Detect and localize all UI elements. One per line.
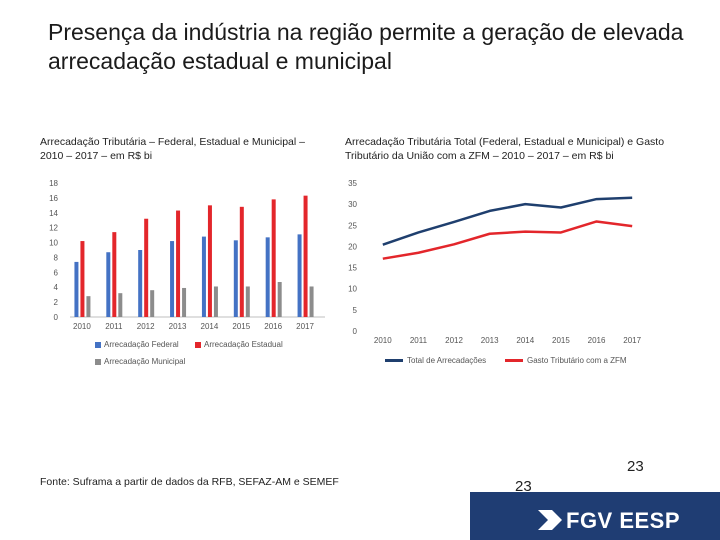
bar-chart-legend: Arrecadação Federal Arrecadação Estadual… — [95, 340, 335, 370]
line-chart: 0 5 10 15 20 25 30 35 2010 2011 2012 2013 2014 2015 20… — [348, 179, 642, 345]
x-tick-label: 2014 — [516, 336, 534, 345]
y-tick-label: 35 — [348, 179, 357, 188]
legend-municipal-swatch — [95, 358, 101, 365]
y-tick-label: 10 — [49, 239, 58, 248]
y-tick-label: 18 — [49, 179, 58, 188]
bar-municipal — [245, 286, 250, 317]
x-tick-label: 2011 — [410, 336, 428, 345]
legend-gasto-swatch — [505, 359, 523, 363]
bar-federal — [74, 261, 79, 317]
line-chart-legend: Total de Arrecadações Gasto Tributário c… — [385, 356, 665, 370]
y-tick-label: 30 — [348, 200, 357, 209]
left-chart-caption: Arrecadação Tributária – Federal, Estadu… — [40, 136, 305, 162]
bar-estadual — [176, 210, 181, 317]
line-gasto-tributario — [382, 220, 633, 260]
x-tick-label: 2013 — [169, 322, 187, 331]
bar-municipal — [118, 293, 123, 317]
bar-municipal — [309, 286, 314, 317]
x-tick-label: 2010 — [73, 322, 91, 331]
slide-title: Presença da indústria na região permite … — [48, 19, 684, 74]
y-tick-label: 8 — [54, 253, 59, 262]
bar-estadual — [207, 205, 212, 317]
y-tick-label: 4 — [54, 283, 59, 292]
bar-municipal — [277, 282, 282, 317]
legend-municipal-label: Arrecadação Municipal — [104, 357, 186, 366]
bar-estadual — [303, 195, 308, 317]
legend-municipal: Arrecadação Municipal — [95, 357, 185, 366]
bar-federal — [138, 250, 143, 317]
legend-total: Total de Arrecadações — [385, 356, 486, 365]
x-tick-label: 2017 — [296, 322, 314, 331]
x-tick-label: 2011 — [105, 322, 123, 331]
y-tick-label: 5 — [353, 306, 358, 315]
x-tick-label: 2016 — [264, 322, 282, 331]
y-tick-label: 12 — [49, 224, 58, 233]
bar-municipal — [182, 287, 187, 317]
x-tick-label: 2012 — [445, 336, 463, 345]
legend-federal-swatch — [95, 341, 101, 348]
y-tick-label: 25 — [348, 221, 357, 230]
bar-federal — [233, 240, 238, 317]
y-tick-label: 2 — [54, 298, 59, 307]
footer-band — [470, 492, 720, 540]
fgv-eesp-logo-text: FGV EESP — [566, 508, 681, 533]
legend-estadual-swatch — [195, 341, 201, 348]
x-tick-label: 2014 — [201, 322, 219, 331]
legend-estadual: Arrecadação Estadual — [195, 340, 283, 349]
bar-estadual — [144, 218, 149, 317]
y-tick-label: 6 — [54, 268, 59, 277]
y-tick-label: 14 — [49, 209, 58, 218]
x-tick-label: 2010 — [374, 336, 392, 345]
legend-total-label: Total de Arrecadações — [407, 356, 487, 365]
x-tick-label: 2017 — [623, 336, 641, 345]
bar-chart: 0 2 4 6 8 10 12 14 16 18 2010 2011 2012 2013 2014 2015 2… — [49, 179, 325, 331]
bar-federal — [265, 237, 270, 317]
x-tick-label: 2012 — [137, 322, 155, 331]
bar-estadual — [239, 206, 244, 317]
right-chart-caption: Arrecadação Tributária Total (Federal, E… — [345, 136, 665, 162]
y-tick-label: 10 — [348, 285, 357, 294]
line-total-arrecadacoes — [382, 196, 633, 246]
bar-municipal — [213, 286, 218, 317]
x-tick-label: 2015 — [232, 322, 250, 331]
fgv-logo-icon — [538, 510, 562, 530]
y-tick-label: 0 — [54, 313, 59, 322]
bar-municipal — [150, 290, 155, 317]
x-tick-label: 2015 — [552, 336, 570, 345]
x-tick-label: 2016 — [588, 336, 606, 345]
legend-gasto-label: Gasto Tributário com a ZFM — [527, 356, 627, 365]
y-tick-label: 15 — [348, 264, 357, 273]
bar-federal — [170, 241, 175, 317]
y-tick-label: 0 — [353, 327, 358, 336]
bar-estadual — [271, 199, 276, 317]
bar-municipal — [86, 296, 91, 317]
legend-federal: Arrecadação Federal — [95, 340, 179, 349]
footer-page-number: 23 — [515, 478, 532, 495]
y-tick-label: 16 — [49, 194, 58, 203]
bar-estadual — [112, 232, 117, 317]
legend-federal-label: Arrecadação Federal — [104, 340, 179, 349]
legend-total-swatch — [385, 359, 403, 363]
x-tick-label: 2013 — [481, 336, 499, 345]
bar-estadual — [80, 241, 85, 317]
y-tick-label: 20 — [348, 242, 357, 251]
bar-federal — [201, 236, 206, 317]
legend-gasto: Gasto Tributário com a ZFM — [505, 356, 627, 365]
page-number: 23 — [627, 458, 644, 475]
source-note: Fonte: Suframa a partir de dados da RFB,… — [40, 476, 339, 488]
bar-federal — [106, 252, 111, 317]
bar-federal — [297, 234, 302, 317]
legend-estadual-label: Arrecadação Estadual — [204, 340, 283, 349]
